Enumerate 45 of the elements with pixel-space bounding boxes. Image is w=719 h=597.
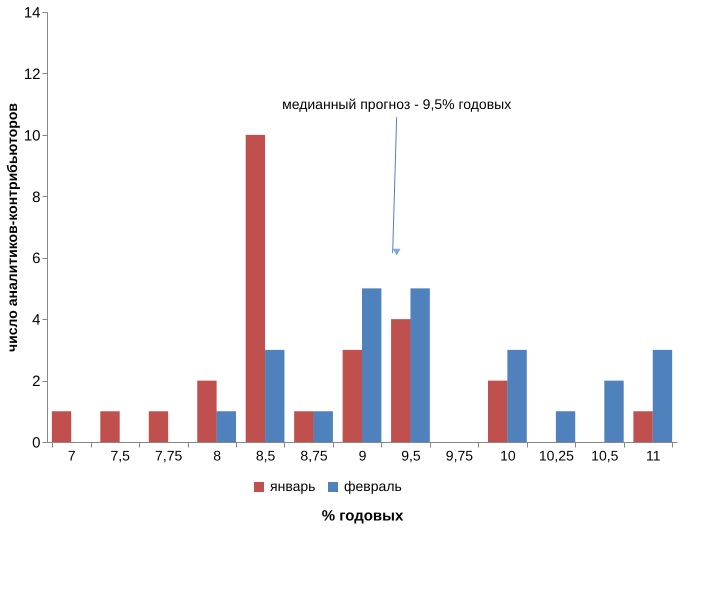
bar (52, 411, 72, 442)
y-tick-label: 2 (32, 373, 40, 390)
y-axis-title: число аналитиков-контрибьюторов (4, 102, 20, 352)
bar (362, 288, 382, 442)
bar (265, 350, 284, 442)
bar (633, 411, 653, 442)
bar (100, 411, 120, 442)
annotation: медианный прогноз - 9,5% годовых (282, 96, 512, 112)
y-tick-label: 8 (32, 188, 40, 206)
x-tick-label: 10,25 (538, 448, 574, 464)
bar (314, 411, 333, 442)
y-tick-label: 12 (24, 66, 40, 83)
bar (294, 411, 314, 442)
bar (391, 319, 410, 442)
x-tick-label: 7,5 (110, 448, 130, 464)
x-tick-label: 10,5 (591, 448, 619, 464)
y-tick-label: 4 (32, 312, 40, 329)
y-tick-label: 10 (24, 127, 40, 144)
legend-label: январь (270, 478, 316, 494)
legend-label: февраль (344, 478, 402, 494)
bar (216, 411, 236, 442)
bar (652, 350, 672, 442)
bar (488, 380, 508, 442)
x-tick-label: 8,5 (256, 448, 276, 464)
x-tick-label: 7 (68, 448, 76, 464)
bar (197, 380, 217, 442)
x-tick-label: 7,75 (155, 448, 182, 464)
bar (507, 350, 527, 442)
x-tick-label: 9,5 (401, 448, 421, 464)
x-tick-label: 9 (358, 448, 367, 464)
x-tick-label: 11 (646, 448, 661, 464)
x-tick-label: 8,75 (300, 448, 328, 464)
bar (148, 411, 168, 442)
bar (604, 380, 624, 442)
bar (556, 411, 576, 442)
y-tick-label: 0 (32, 434, 40, 452)
bar (246, 134, 266, 442)
x-tick-label: 10 (500, 448, 516, 464)
bar (410, 288, 430, 442)
x-tick-label: 9,75 (446, 448, 474, 464)
bar (342, 350, 362, 442)
x-tick-label: 8 (213, 448, 222, 464)
y-tick-label: 6 (32, 250, 40, 268)
x-axis-title: % годовых (322, 508, 404, 524)
y-tick-label: 14 (24, 4, 40, 22)
